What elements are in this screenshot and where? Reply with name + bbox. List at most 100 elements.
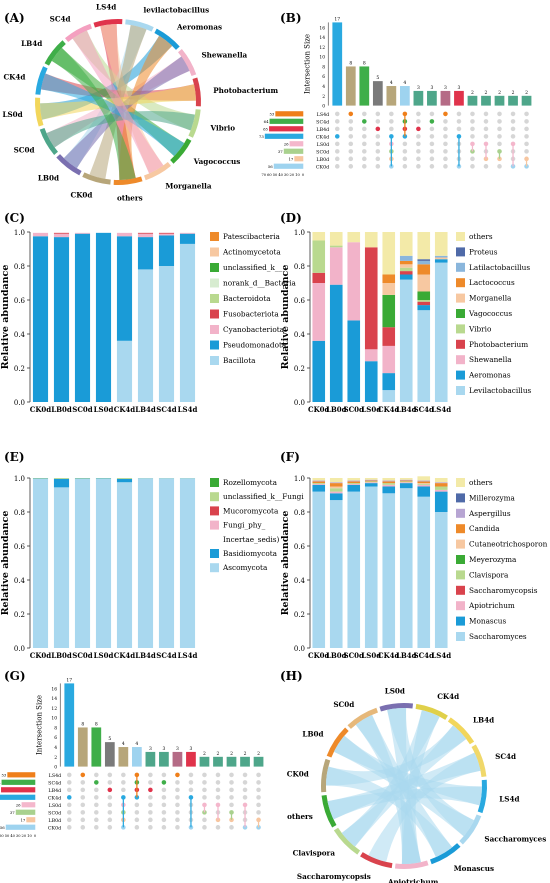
bar-value-label: 2 (525, 90, 528, 96)
matrix-dot (202, 787, 207, 793)
bar-value-label: 8 (349, 60, 352, 66)
bar-value-label: 2 (230, 751, 233, 757)
legend-label: Vagococcus (468, 309, 512, 318)
chord-ribbon (100, 24, 164, 174)
matrix-dot (161, 780, 167, 785)
bar-segment (312, 478, 326, 481)
set-size-label: 37 (10, 810, 15, 815)
bar-value-label: 3 (444, 85, 447, 91)
matrix-dot (348, 141, 354, 147)
y-tick-label: 0.8 (294, 509, 305, 517)
panel-label-f: (F) (280, 450, 300, 464)
matrix-dot (483, 164, 489, 169)
matrix-dot (80, 817, 86, 823)
matrix-dot (94, 810, 99, 815)
bar-segment (417, 483, 431, 484)
matrix-dot (443, 111, 448, 117)
bar-segment (329, 482, 343, 484)
matrix-dot (121, 787, 126, 793)
bar-value-label: 2 (485, 90, 488, 96)
bar-segment (382, 493, 396, 648)
set-size-tick: 20 (22, 834, 27, 838)
panel-label-g: (G) (4, 669, 26, 683)
set-size-bar (275, 111, 304, 117)
set-size-label: 73 (259, 134, 264, 139)
panel-label-b: (B) (280, 11, 302, 25)
stacked-bar-chart-f: 0.0 0.2 0.4 0.6 0.8 1.0 Relative abundance CK0d… (280, 475, 548, 660)
matrix-dot (389, 119, 394, 124)
matrix-dot (524, 134, 529, 139)
x-tick-label: SC0d (72, 651, 92, 660)
matrix-dot (161, 802, 167, 808)
matrix-dot (510, 111, 516, 117)
y-tick-label: 0.6 (294, 543, 306, 551)
sector-label: Vagococcus (193, 157, 241, 166)
panel-label-c: (C) (4, 211, 25, 225)
set-label: LS4d (317, 112, 330, 118)
matrix-dot (348, 164, 354, 169)
bar-segment (417, 264, 431, 275)
set-size-tick: 60 (0, 834, 4, 838)
y-tick-label: 0.2 (294, 365, 305, 373)
legend-label: others (469, 478, 493, 487)
bar-segment (382, 486, 396, 494)
bar-segment (74, 232, 91, 234)
bar-segment (116, 482, 133, 648)
y-tick-label: 1.0 (294, 229, 305, 237)
intersection-bar (494, 95, 505, 106)
set-size-tick: 0 (34, 834, 37, 838)
bar-segment (382, 390, 396, 402)
intersection-bar (145, 751, 156, 767)
matrix-dot (483, 126, 489, 132)
legend-label: unclassified_k__ (223, 263, 283, 272)
legend-swatch (210, 506, 219, 516)
matrix-dot (242, 787, 248, 793)
bar-segment (434, 486, 448, 490)
set-size-bar (21, 802, 36, 808)
bar-value-label: 3 (176, 746, 179, 752)
chord-ribbon (41, 73, 185, 157)
bar-segment (329, 232, 343, 246)
matrix-dot (416, 149, 421, 154)
x-tick-label: LB0d (51, 651, 72, 660)
matrix-dot (497, 164, 502, 169)
panel-label-a: (A) (4, 11, 25, 25)
intersection-bar (253, 756, 264, 767)
legend-label: Proteus (469, 247, 498, 256)
set-size-tick: 10 (27, 834, 32, 838)
matrix-dot (188, 795, 194, 800)
intersection-bar (332, 22, 343, 106)
matrix-dot (524, 141, 529, 147)
legend-label: Apiotrichum (468, 601, 515, 610)
legend-swatch (456, 508, 465, 518)
y-tick-label: 14 (319, 35, 325, 41)
legend-swatch (456, 386, 465, 395)
bar-segment (382, 283, 396, 295)
bar-segment (53, 237, 70, 402)
matrix-dot (215, 802, 221, 808)
intersection-bar (77, 727, 88, 767)
chord-ribbon (51, 47, 136, 180)
matrix-dot (148, 780, 153, 785)
legend-swatch (210, 278, 219, 288)
set-size-label: 26 (284, 141, 289, 146)
sector-label: SC4d (50, 15, 71, 24)
legend-label: Patescibacteria (223, 232, 281, 241)
chord-sector (471, 744, 487, 778)
matrix-dot (443, 156, 448, 162)
y-tick-label: 8 (54, 725, 57, 731)
bar-segment (417, 291, 431, 300)
matrix-dot (80, 802, 86, 808)
sector-label: Clavispora (293, 849, 336, 858)
bar-segment (329, 491, 343, 494)
chord-sector (44, 40, 66, 66)
bar-segment (312, 272, 326, 283)
bar-segment (364, 486, 378, 648)
legend-label: Actinomycetota (222, 248, 281, 257)
chord-ribbon (355, 714, 421, 864)
chord-sector (170, 138, 192, 164)
sector-label: levilactobacillus (144, 5, 210, 14)
matrix-dot (94, 825, 99, 830)
legend-swatch (210, 232, 219, 241)
